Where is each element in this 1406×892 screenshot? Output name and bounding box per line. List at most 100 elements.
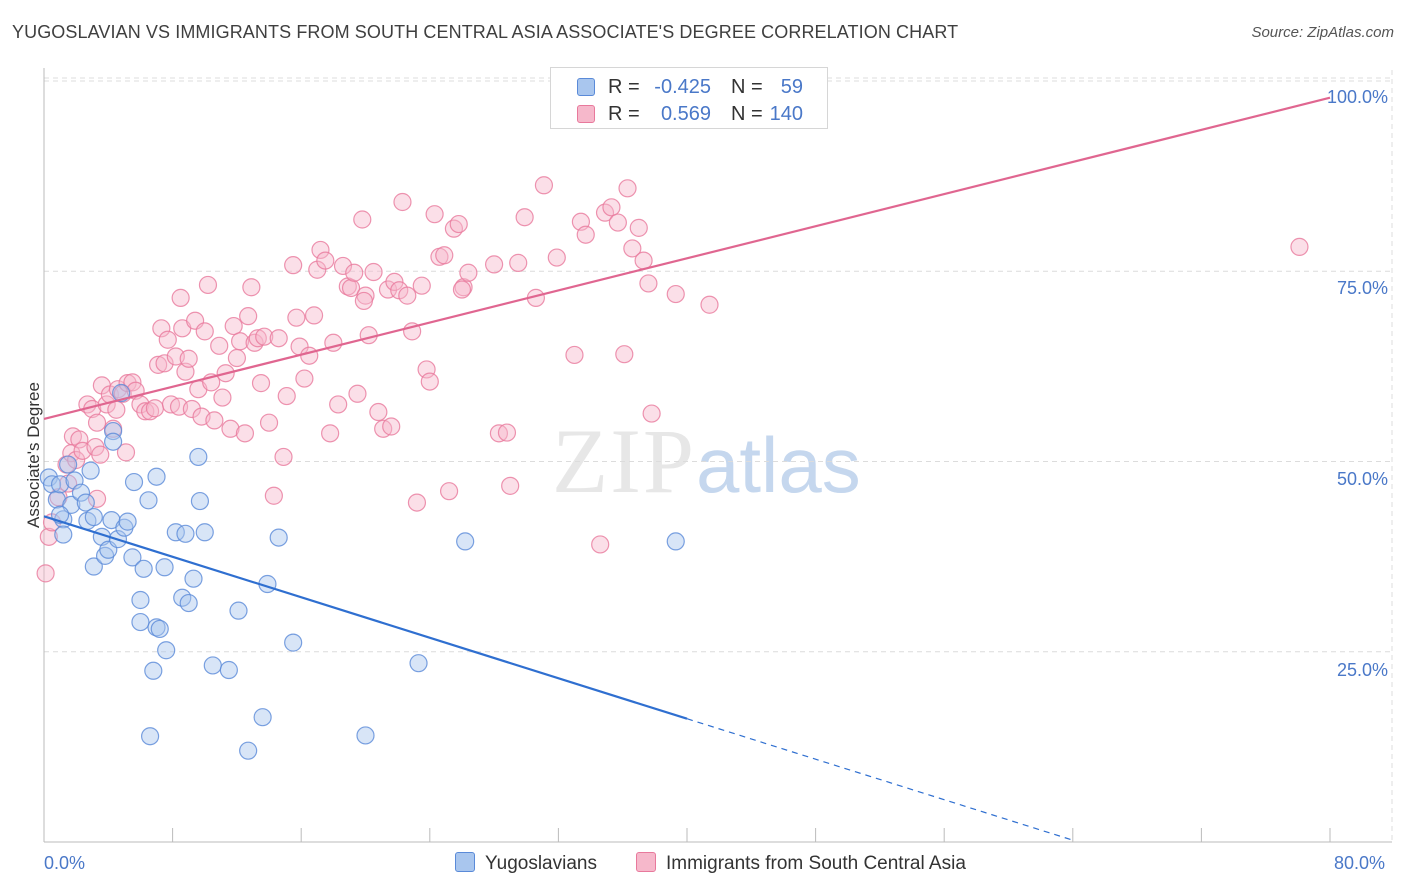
point-immigrant [158,330,177,349]
point-immigrant [255,327,274,346]
point-yugoslavian [147,467,166,486]
point-immigrant [369,402,388,422]
point-yugoslavian [144,661,163,680]
point-immigrant [259,413,279,432]
point-immigrant [485,255,504,274]
point-immigrant [210,336,229,355]
point-immigrant [359,326,378,345]
point-immigrant [439,482,459,501]
point-immigrant [425,205,444,224]
point-immigrant [398,286,417,305]
point-immigrant [615,345,634,364]
point-yugoslavian [104,432,123,451]
point-immigrant [87,489,107,508]
point-yugoslavian [190,491,210,511]
point-immigrant [213,388,232,407]
point-yugoslavian [239,741,258,760]
point-immigrant [329,395,348,414]
series-legend: Yugoslavians Immigrants from South Centr… [0,852,1406,878]
point-yugoslavian [157,641,176,660]
point-yugoslavian [76,493,95,512]
trendline-extension-yugoslavian [686,718,1073,841]
point-yugoslavian [253,708,272,727]
watermark-atlas: atlas [696,421,861,509]
point-immigrant [205,411,224,430]
point-yugoslavian [104,421,123,441]
r-label: R = [608,103,640,125]
point-immigrant [509,253,528,272]
stats-legend: R = -0.425 N = 59 R = 0.569 N = 140 [550,67,828,129]
point-immigrant [576,225,595,244]
point-yugoslavian [131,590,150,610]
point-immigrant [195,322,214,341]
point-yugoslavian [140,727,160,746]
point-immigrant [149,355,168,374]
r-value: -0.425 [654,76,711,98]
point-immigrant [353,210,372,229]
point-immigrant [385,272,404,292]
point-yugoslavian [179,593,198,613]
point-immigrant [140,402,160,421]
point-yugoslavian [84,557,103,576]
trendline-yugoslavian [43,515,688,720]
point-immigrant [182,399,201,419]
point-immigrant [602,198,621,217]
point-immigrant [152,319,171,338]
point-yugoslavian [112,383,131,403]
point-yugoslavian [219,660,238,680]
point-yugoslavian [184,569,203,588]
point-immigrant [333,256,353,276]
point-immigrant [591,535,610,554]
point-yugoslavian [356,726,375,745]
point-yugoslavian [81,461,100,480]
point-immigrant [316,251,335,270]
point-immigrant [251,374,271,393]
point-immigrant [393,192,412,212]
point-immigrant [145,399,165,418]
point-immigrant [407,493,427,512]
point-immigrant [420,372,439,391]
point-immigrant [224,316,243,336]
point-immigrant [608,213,627,232]
point-immigrant [348,384,367,403]
point-immigrant [618,179,637,198]
swatch-blue [577,78,595,96]
point-immigrant [354,291,373,311]
point-immigrant [179,349,198,368]
point-immigrant [639,274,658,293]
point-yugoslavian [71,483,91,502]
point-yugoslavian [123,548,142,567]
point-yugoslavian [456,532,475,551]
point-yugoslavian [409,654,428,673]
point-immigrant [36,564,55,583]
trendline-immigrant [43,96,1331,420]
point-immigrant [1290,237,1309,256]
point-immigrant [264,486,283,505]
point-immigrant [231,332,250,351]
point-immigrant [155,354,174,373]
point-immigrant [221,419,240,438]
point-immigrant [171,288,190,307]
point-immigrant [497,423,517,442]
point-yugoslavian [50,475,70,494]
n-label: N = [731,76,763,98]
point-yugoslavian [131,612,150,632]
point-yugoslavian [284,633,303,652]
point-yugoslavian [84,507,103,527]
point-immigrant [91,445,110,464]
source-credit: Source: ZipAtlas.com [1251,24,1394,41]
legend-item-yugoslavians[interactable]: Yugoslavians [455,852,597,875]
chart-title: YUGOSLAVIAN VS IMMIGRANTS FROM SOUTH CEN… [12,22,959,42]
point-immigrant [300,346,319,365]
point-immigrant [248,329,267,348]
point-immigrant [435,246,454,265]
point-immigrant [501,476,520,495]
point-immigrant [227,348,246,368]
point-immigrant [287,308,306,327]
point-immigrant [412,276,431,295]
x-tick-label-max: 80.0% [1334,853,1386,873]
legend-label: Immigrants from South Central Asia [666,853,966,874]
legend-item-immigrants[interactable]: Immigrants from South Central Asia [636,852,966,875]
point-immigrant [235,424,255,443]
